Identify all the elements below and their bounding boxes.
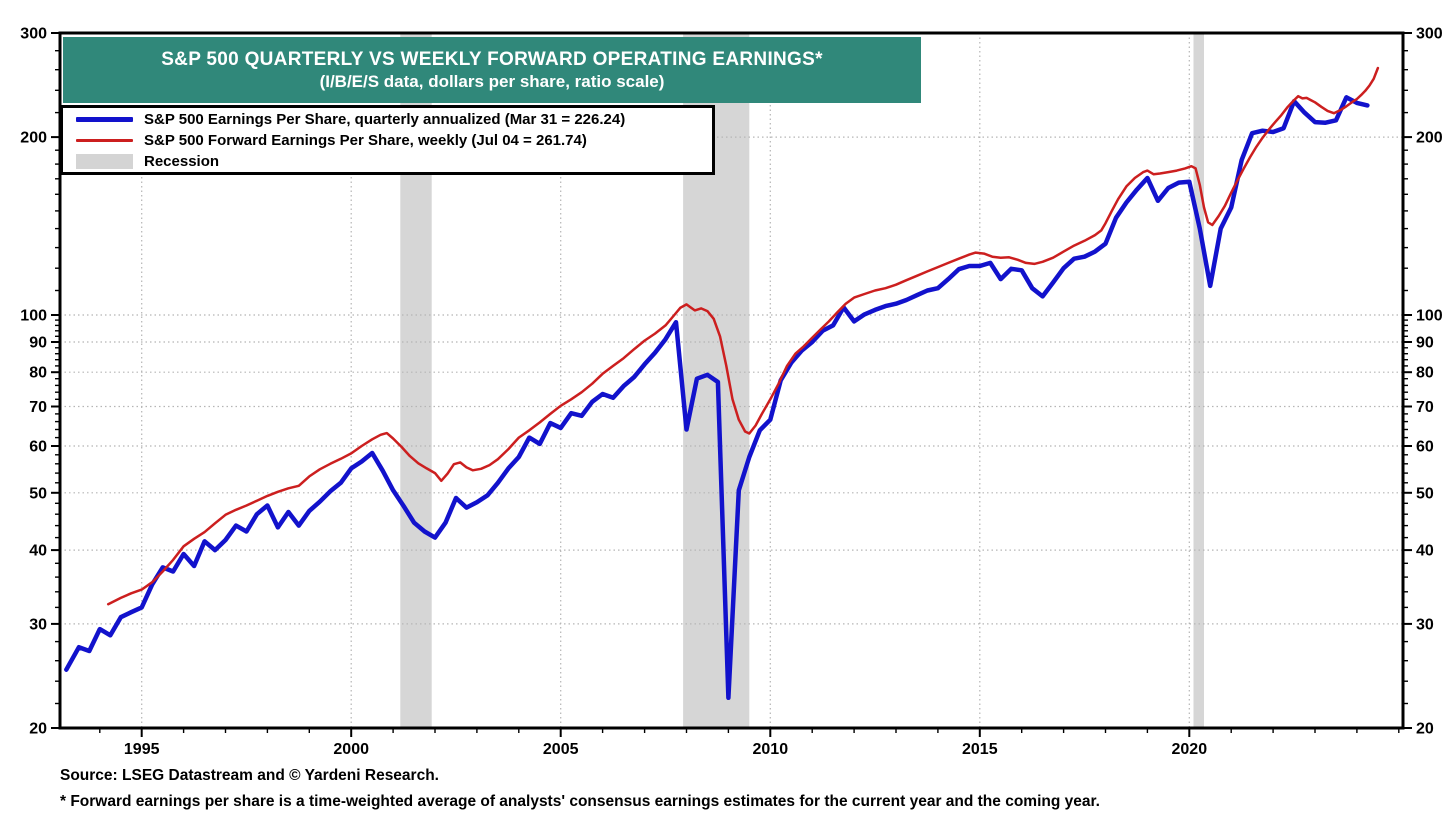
legend-item-quarterly-eps: S&P 500 Earnings Per Share, quarterly an… xyxy=(76,109,712,129)
axis-ticks xyxy=(51,32,1412,737)
chart-subtitle: (I/B/E/S data, dollars per share, ratio … xyxy=(319,72,665,92)
plot-frame xyxy=(58,31,1405,730)
y-axis-label-left: 20 xyxy=(29,721,47,738)
source-note: Source: LSEG Datastream and © Yardeni Re… xyxy=(60,767,439,784)
x-axis-label: 2000 xyxy=(333,741,369,758)
y-axis-label-right: 40 xyxy=(1416,543,1434,560)
y-axis-label-right: 80 xyxy=(1416,365,1434,382)
legend-item-forward-eps: S&P 500 Forward Earnings Per Share, week… xyxy=(76,130,712,150)
y-axis-label-right: 60 xyxy=(1416,439,1434,456)
y-axis-label-left: 30 xyxy=(29,616,47,633)
y-axis-label-left: 60 xyxy=(29,439,47,456)
y-axis-label-left: 200 xyxy=(20,130,47,147)
x-axis-label: 2005 xyxy=(543,741,579,758)
footnote: * Forward earnings per share is a time-w… xyxy=(60,793,1100,810)
y-axis-label-right: 50 xyxy=(1416,485,1434,502)
y-axis-label-left: 70 xyxy=(29,399,47,416)
series-line-forward-eps xyxy=(106,66,1380,606)
y-axis-label-right: 300 xyxy=(1416,26,1443,43)
recession-patch-icon xyxy=(76,153,133,169)
y-axis-label-left: 100 xyxy=(20,308,47,325)
y-axis-label-left: 80 xyxy=(29,365,47,382)
y-axis-label-right: 100 xyxy=(1416,308,1443,325)
blue-line-swatch xyxy=(76,116,133,122)
legend-label: S&P 500 Forward Earnings Per Share, week… xyxy=(144,131,587,149)
y-axis-label-right: 90 xyxy=(1416,335,1434,352)
y-axis-label-left: 300 xyxy=(20,26,47,43)
axis-labels: 300 300 200 200 100 100 90 90 80 80 70 70 60 60 50 50 40… xyxy=(20,26,1443,759)
legend-label: S&P 500 Earnings Per Share, quarterly an… xyxy=(144,110,626,128)
y-axis-label-left: 50 xyxy=(29,485,47,502)
legend-label: Recession xyxy=(144,152,220,170)
recession-swatch xyxy=(76,153,133,169)
series-line-quarterly-eps xyxy=(64,95,1370,701)
legend: S&P 500 Earnings Per Share, quarterly an… xyxy=(60,105,715,175)
y-axis-label-right: 70 xyxy=(1416,399,1434,416)
x-axis-label: 1995 xyxy=(124,741,160,758)
x-axis-label: 2010 xyxy=(753,741,789,758)
red-line-icon xyxy=(76,138,133,142)
blue-line-icon xyxy=(76,116,133,122)
chart-title: S&P 500 QUARTERLY VS WEEKLY FORWARD OPER… xyxy=(161,48,823,70)
x-axis-label: 2020 xyxy=(1172,741,1208,758)
y-axis-label-left: 40 xyxy=(29,543,47,560)
y-axis-label-right: 200 xyxy=(1416,130,1443,147)
y-axis-label-left: 90 xyxy=(29,335,47,352)
y-axis-label-right: 30 xyxy=(1416,616,1434,633)
x-axis-label: 2015 xyxy=(962,741,998,758)
recession-band xyxy=(1193,33,1204,728)
red-line-swatch xyxy=(76,138,133,142)
chart-title-box: S&P 500 QUARTERLY VS WEEKLY FORWARD OPER… xyxy=(63,37,921,103)
y-axis-label-right: 20 xyxy=(1416,721,1434,738)
legend-item-recession: Recession xyxy=(76,151,712,171)
